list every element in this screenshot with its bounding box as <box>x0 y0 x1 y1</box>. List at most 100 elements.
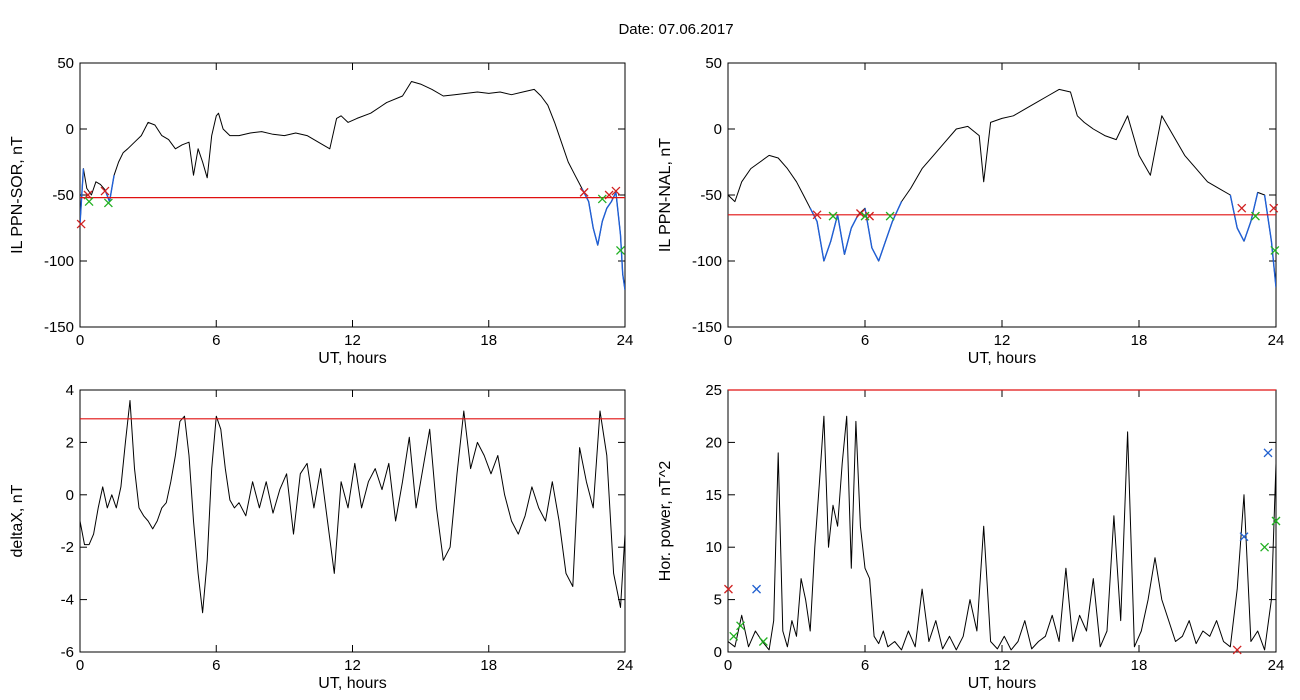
event-marker <box>84 197 94 207</box>
y-axis-label: IL PPN-NAL, nT <box>657 138 674 252</box>
plot-area <box>728 415 1276 651</box>
event-marker <box>723 584 733 594</box>
plot-frame <box>727 389 1277 653</box>
y-tick-label: -100 <box>44 253 74 270</box>
event-marker <box>1270 245 1280 255</box>
x-axis-label: UT, hours <box>968 350 1036 367</box>
event-marker <box>597 194 607 204</box>
y-tick-label: 10 <box>705 539 722 556</box>
below-threshold-segment <box>878 240 887 262</box>
x-tick-label: 6 <box>861 657 869 674</box>
event-marker <box>76 219 86 229</box>
x-tick-label: 24 <box>1268 657 1285 674</box>
chart-panel-3: 0 6 12 18 24 4 2 0 -2 -4 -6 UT, hours deltaX, nT <box>9 382 633 692</box>
event-marker <box>1232 645 1242 655</box>
y-tick-label: -150 <box>692 319 722 336</box>
below-threshold-segment <box>836 214 846 255</box>
series-line <box>728 88 1276 288</box>
x-tick-label: 18 <box>1131 332 1148 349</box>
y-tick-label: 0 <box>714 644 722 661</box>
event-marker <box>885 211 895 221</box>
x-tick-label: 24 <box>617 657 634 674</box>
event-marker <box>860 211 870 221</box>
event-marker <box>828 211 838 221</box>
event-marker <box>736 621 746 631</box>
event-marker <box>615 245 625 255</box>
x-tick-label: 0 <box>724 657 732 674</box>
below-threshold-segment <box>619 234 624 275</box>
y-tick-label: 20 <box>705 434 722 451</box>
event-marker <box>611 186 621 196</box>
x-tick-label: 18 <box>1131 657 1148 674</box>
event-marker <box>103 198 113 208</box>
below-threshold-segment <box>592 227 599 246</box>
x-tick-label: 6 <box>212 332 220 349</box>
below-threshold-segment <box>606 201 612 209</box>
below-threshold-segment <box>843 227 852 255</box>
x-tick-label: 12 <box>344 657 361 674</box>
series-line <box>80 400 625 614</box>
below-threshold-segment <box>816 221 825 262</box>
y-tick-label: 50 <box>57 55 74 72</box>
y-axis-label: IL PPN-SOR, nT <box>9 136 26 254</box>
x-tick-label: 0 <box>76 657 84 674</box>
plot-frame <box>79 389 626 653</box>
event-marker <box>758 637 768 646</box>
x-tick-label: 12 <box>994 657 1011 674</box>
y-tick-label: 0 <box>714 121 722 138</box>
below-threshold-segment <box>597 221 603 246</box>
event-marker <box>729 631 739 641</box>
below-threshold-segment <box>1250 192 1259 222</box>
event-marker <box>1239 532 1249 542</box>
plot-frame <box>727 62 1277 328</box>
chart-panel-4: 0 6 12 18 24 25 20 15 10 5 0 UT, hours Hor. power, n… <box>657 382 1284 692</box>
y-tick-label: 5 <box>714 592 722 609</box>
x-tick-label: 0 <box>724 332 732 349</box>
y-tick-label: 0 <box>66 121 74 138</box>
y-tick-label: -100 <box>692 253 722 270</box>
x-axis-label: UT, hours <box>968 675 1036 692</box>
y-tick-label: -6 <box>61 644 74 661</box>
y-tick-label: 2 <box>66 434 74 451</box>
below-threshold-segment <box>1263 194 1273 242</box>
event-marker <box>855 209 865 218</box>
chart-panel-2: 0 6 12 18 24 50 0 -50 -100 -150 UT, hours IL PPN-NA… <box>657 55 1284 367</box>
y-tick-label: 4 <box>66 382 74 399</box>
y-axis-label: deltaX, nT <box>9 484 26 557</box>
below-threshold-segment <box>622 274 625 291</box>
event-marker <box>1250 211 1260 221</box>
series-line <box>728 415 1276 651</box>
y-tick-label: 15 <box>705 487 722 504</box>
x-tick-label: 18 <box>480 657 497 674</box>
below-threshold-segment <box>601 207 608 222</box>
below-threshold-segment <box>891 201 903 222</box>
x-tick-label: 0 <box>76 332 84 349</box>
event-marker <box>604 190 614 200</box>
below-threshold-segment <box>615 192 622 235</box>
y-tick-label: 50 <box>705 55 722 72</box>
plot-frame <box>79 62 626 328</box>
event-marker <box>1269 203 1279 213</box>
below-threshold-segment <box>884 221 894 242</box>
chart-panel-1: 0 6 12 18 24 50 0 -50 -100 -150 UT, hours IL PPN-SO… <box>9 55 633 367</box>
below-threshold-segment <box>1243 221 1252 242</box>
x-tick-label: 12 <box>344 332 361 349</box>
plot-area <box>728 88 1276 288</box>
x-axis-label: UT, hours <box>318 675 386 692</box>
event-marker <box>812 210 822 220</box>
below-threshold-segment <box>80 168 85 225</box>
event-marker <box>100 186 110 196</box>
y-tick-label: -50 <box>52 187 74 204</box>
y-tick-label: 0 <box>66 487 74 504</box>
plot-area <box>80 400 625 614</box>
x-axis-label: UT, hours <box>318 350 386 367</box>
plot-area <box>80 81 625 291</box>
event-marker <box>579 187 589 197</box>
x-tick-label: 24 <box>617 332 634 349</box>
below-threshold-segment <box>610 192 617 202</box>
event-marker <box>1263 448 1273 458</box>
date-title: Date: 07.06.2017 <box>618 21 733 38</box>
y-tick-label: -150 <box>44 319 74 336</box>
